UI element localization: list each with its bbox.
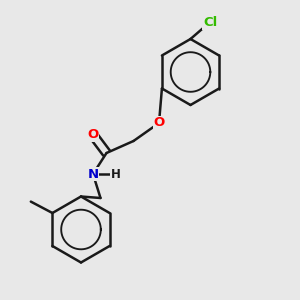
Text: N: N (87, 167, 99, 181)
Text: Cl: Cl (203, 16, 217, 29)
Text: O: O (87, 128, 99, 142)
Text: O: O (153, 116, 165, 130)
Text: H: H (111, 167, 120, 181)
